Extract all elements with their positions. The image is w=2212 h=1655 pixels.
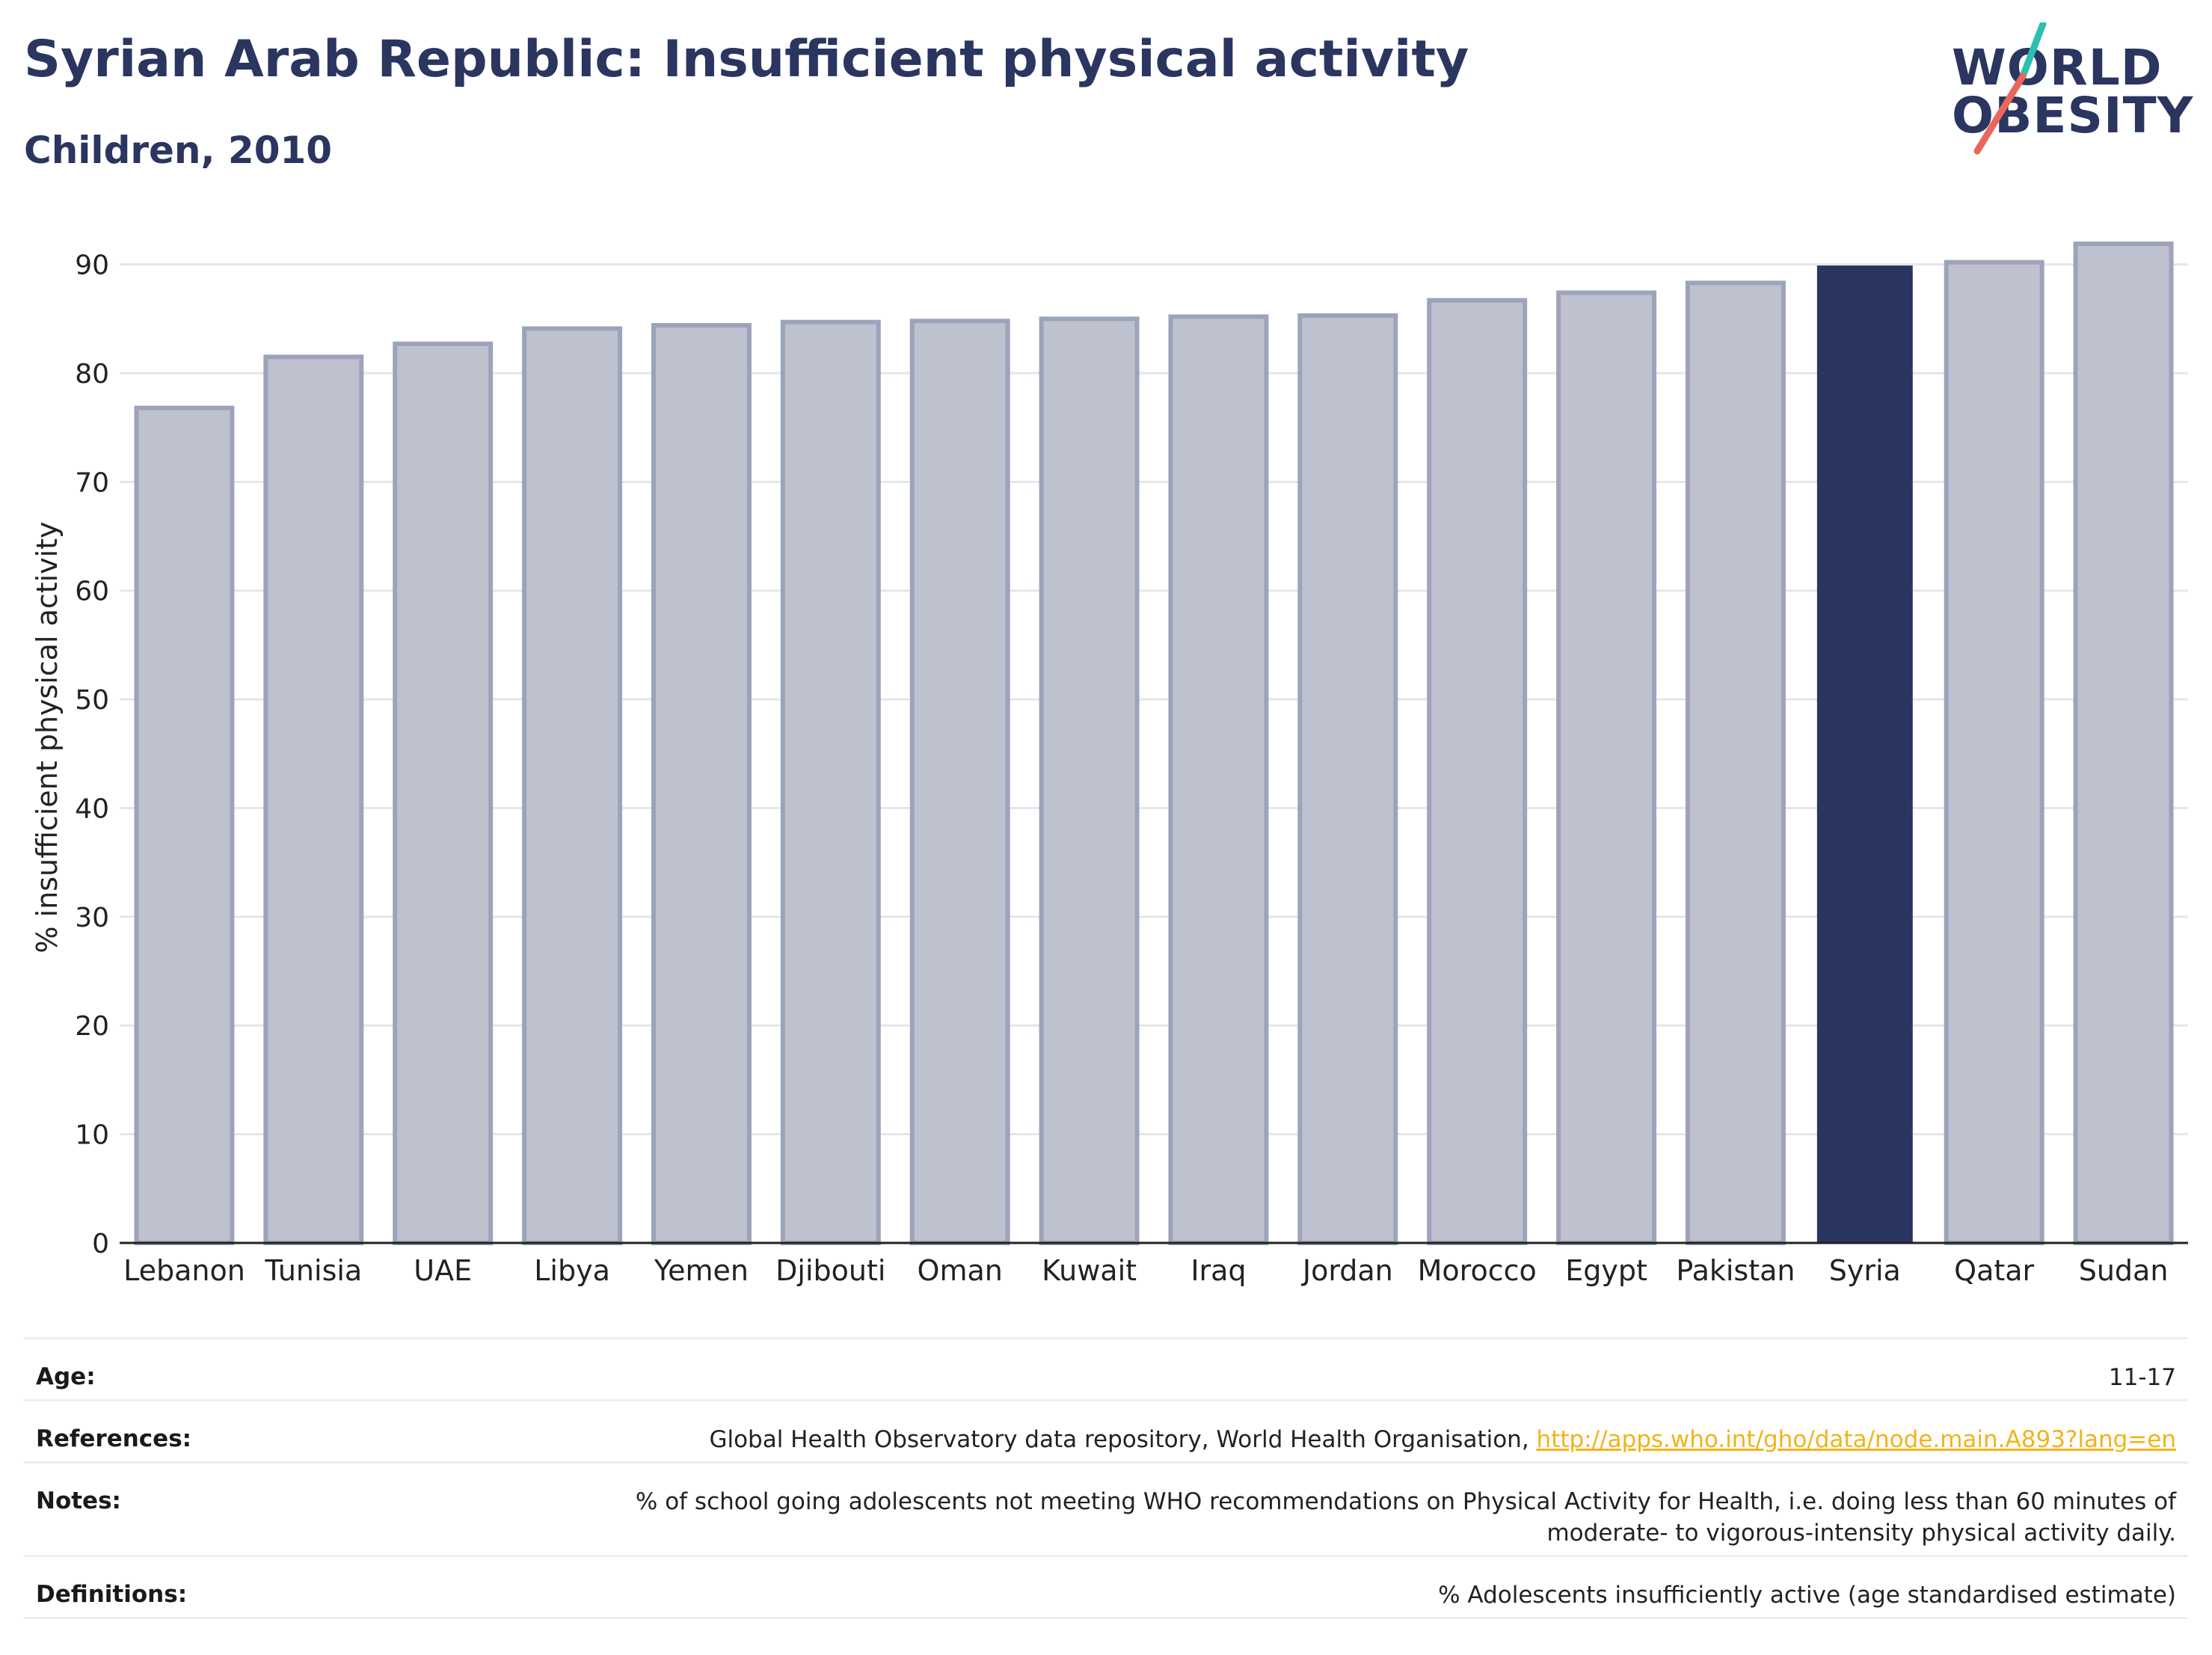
bar-chart: 0 10 20 30 40 50 60 70 80 90 Lebanon Tunisia UAE Lib… xyxy=(31,241,2188,1287)
x-tick-label: Egypt xyxy=(1565,1254,1647,1287)
references-link[interactable]: http://apps.who.int/gho/data/node.main.A… xyxy=(1536,1426,2176,1453)
x-tick-label: Libya xyxy=(534,1254,610,1287)
y-axis-label: % insufficient physical activity xyxy=(31,521,64,953)
meta-label-age: Age: xyxy=(36,1363,96,1390)
bar-jordan xyxy=(1297,313,1398,1245)
meta-row-references: References: Global Health Observatory da… xyxy=(24,1401,2188,1464)
bar-kuwait xyxy=(1039,316,1140,1246)
logo-line-1: WORLD xyxy=(1952,39,2163,96)
y-tick-label: 40 xyxy=(75,793,109,824)
y-tick-label: 80 xyxy=(75,359,109,390)
x-tick-label: Kuwait xyxy=(1042,1254,1137,1287)
x-tick-label: Sudan xyxy=(2079,1254,2169,1287)
bar-lebanon xyxy=(134,405,235,1246)
metadata-table: Age: 11-17 References: Global Health Obs… xyxy=(24,1337,2188,1624)
y-tick-label: 60 xyxy=(75,577,109,607)
references-text: Global Health Observatory data repositor… xyxy=(709,1426,1537,1453)
bar-morocco xyxy=(1427,298,1528,1246)
meta-label-references: References: xyxy=(36,1425,192,1452)
x-tick-label: Djibouti xyxy=(775,1254,885,1287)
bar-oman xyxy=(909,319,1010,1245)
y-tick-label: 90 xyxy=(75,251,109,281)
y-axis-ticks: 0 10 20 30 40 50 60 70 80 90 xyxy=(75,251,109,1259)
meta-label-definitions: Definitions: xyxy=(36,1581,188,1608)
x-tick-label: Yemen xyxy=(654,1254,749,1287)
x-tick-label: Iraq xyxy=(1191,1254,1246,1287)
meta-value-notes: % of school going adolescents not meetin… xyxy=(635,1488,2176,1547)
meta-row-age: Age: 11-17 xyxy=(24,1339,2188,1401)
x-tick-label: UAE xyxy=(414,1254,472,1287)
y-tick-label: 70 xyxy=(75,467,109,498)
bar-syria xyxy=(1816,265,1913,1243)
world-obesity-logo: WORLD OBESITY xyxy=(1952,22,2199,157)
bar-libya xyxy=(522,326,623,1246)
y-tick-label: 20 xyxy=(75,1011,109,1042)
x-tick-label: Jordan xyxy=(1301,1254,1393,1287)
x-tick-label: Syria xyxy=(1829,1254,1901,1287)
meta-value-definitions: % Adolescents insufficiently active (age… xyxy=(1438,1582,2176,1609)
meta-row-notes: Notes: % of school going adolescents not… xyxy=(24,1464,2188,1557)
x-axis-ticks: Lebanon Tunisia UAE Libya Yemen Djibouti Oman K… xyxy=(123,1254,2168,1287)
meta-value-age: 11-17 xyxy=(2108,1364,2176,1391)
x-tick-label: Pakistan xyxy=(1676,1254,1795,1287)
x-tick-label: Oman xyxy=(918,1254,1003,1287)
y-tick-label: 10 xyxy=(75,1120,109,1151)
meta-value-references: Global Health Observatory data repositor… xyxy=(531,1424,2176,1455)
bar-qatar xyxy=(1944,260,2044,1246)
x-tick-label: Qatar xyxy=(1954,1254,2034,1287)
bar-yemen xyxy=(651,323,752,1245)
logo-line-2: OBESITY xyxy=(1952,87,2194,144)
y-tick-label: 50 xyxy=(75,685,109,716)
bar-sudan xyxy=(2073,241,2174,1245)
y-tick-label: 30 xyxy=(75,903,109,933)
bars xyxy=(134,241,2174,1246)
bar-djibouti xyxy=(780,319,881,1246)
bar-iraq xyxy=(1168,314,1269,1245)
bar-tunisia xyxy=(263,354,364,1246)
x-tick-label: Morocco xyxy=(1418,1254,1537,1287)
bar-egypt xyxy=(1556,290,1657,1245)
meta-label-notes: Notes: xyxy=(36,1487,121,1514)
x-tick-label: Tunisia xyxy=(264,1254,362,1287)
y-tick-label: 0 xyxy=(92,1229,109,1259)
chart-subtitle: Children, 2010 xyxy=(24,129,333,172)
bar-uae xyxy=(393,341,494,1245)
meta-row-definitions: Definitions: % Adolescents insufficientl… xyxy=(24,1557,2188,1619)
chart-title: Syrian Arab Republic: Insufficient physi… xyxy=(24,30,1469,89)
x-tick-label: Lebanon xyxy=(123,1254,245,1287)
bar-pakistan xyxy=(1685,280,1786,1245)
logo-slash-icon xyxy=(1973,22,2047,155)
